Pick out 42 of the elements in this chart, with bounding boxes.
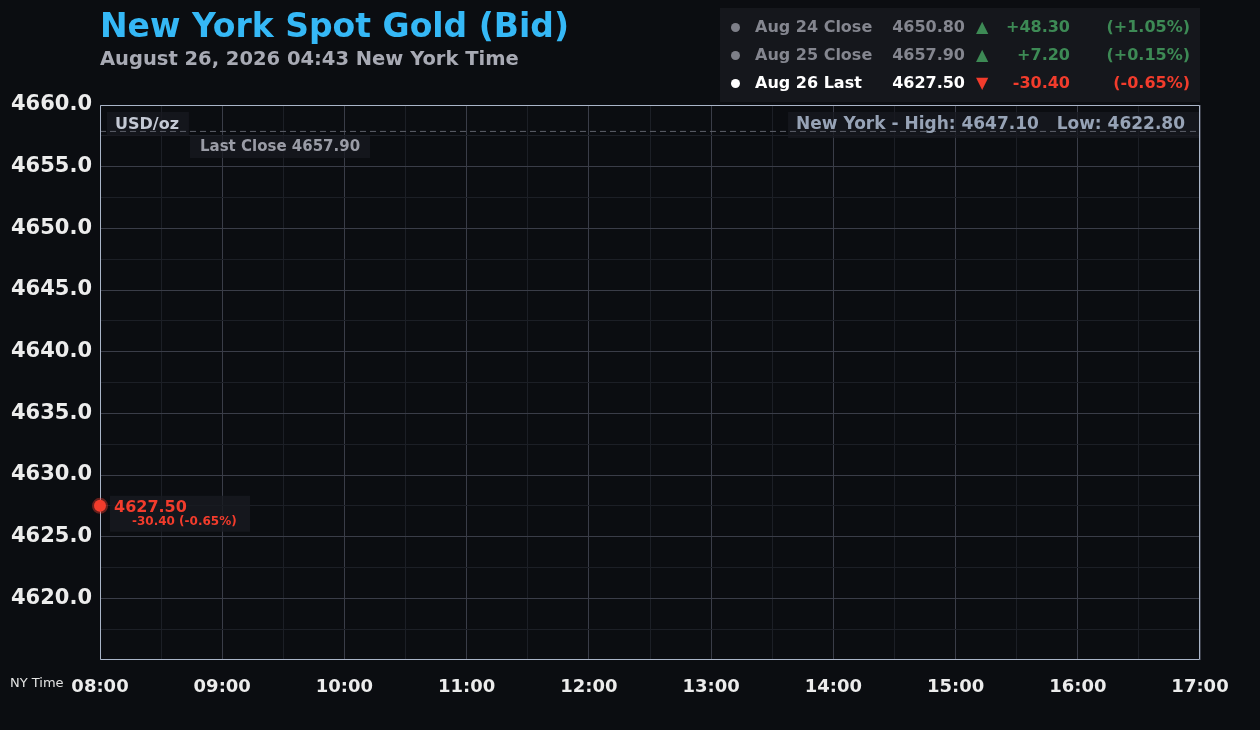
- data-label: 4627.50: [114, 496, 187, 516]
- text: ▼: [976, 73, 989, 94]
- text: +7.20: [1017, 45, 1070, 66]
- y-tick-label: 4660.0: [10, 91, 92, 116]
- y-tick-label: 4655.0: [10, 153, 92, 178]
- text: -30.40: [1012, 73, 1070, 94]
- x-axis-title: NY Time: [10, 675, 64, 690]
- y-tick-label: 4630.0: [10, 461, 92, 486]
- annotation: -30.40 (-0.65%): [132, 513, 237, 528]
- chart-title: New York Spot Gold (Bid): [100, 6, 569, 45]
- text: Aug 25 Close: [755, 45, 873, 66]
- y-tick-label: 4620.0: [10, 584, 92, 609]
- text: (+1.05%): [1106, 17, 1190, 38]
- x-tick-label: 09:00: [193, 675, 251, 697]
- text: Aug 26 Last: [755, 73, 862, 94]
- chart-subtitle: August 26, 2026 04:43 New York Time: [100, 47, 519, 70]
- ref-line-label: Last Close 4657.90: [200, 136, 361, 155]
- x-tick-label: 17:00: [1171, 675, 1229, 697]
- x-tick-label: 12:00: [560, 675, 618, 697]
- x-tick-label: 13:00: [682, 675, 740, 697]
- text: (+0.15%): [1106, 45, 1190, 66]
- text: ▲: [976, 17, 989, 38]
- x-tick-label: 15:00: [926, 675, 985, 697]
- y-tick-label: 4635.0: [10, 399, 92, 424]
- y-tick-label: 4645.0: [10, 276, 92, 301]
- x-tick-label: 14:00: [804, 675, 862, 697]
- text: 4650.80: [892, 17, 965, 38]
- annotation: New York - High: 4647.10 Low: 4622.80: [796, 113, 1186, 134]
- x-tick-label: 10:00: [315, 675, 374, 697]
- y-tick-label: 4650.0: [10, 214, 92, 239]
- x-tick-label: 08:00: [71, 675, 129, 697]
- y-tick-label: 4625.0: [10, 523, 92, 548]
- text: 4627.50: [892, 73, 965, 94]
- text: ▲: [976, 45, 989, 66]
- text: Aug 24 Close: [755, 17, 873, 38]
- x-tick-label: 16:00: [1049, 675, 1107, 697]
- y-axis-title: USD/oz: [115, 114, 179, 134]
- text: +48.30: [1005, 17, 1070, 38]
- x-tick-label: 11:00: [438, 675, 496, 697]
- y-tick-label: 4640.0: [10, 338, 92, 363]
- text: (-0.65%): [1113, 73, 1190, 94]
- text: 4657.90: [892, 45, 965, 66]
